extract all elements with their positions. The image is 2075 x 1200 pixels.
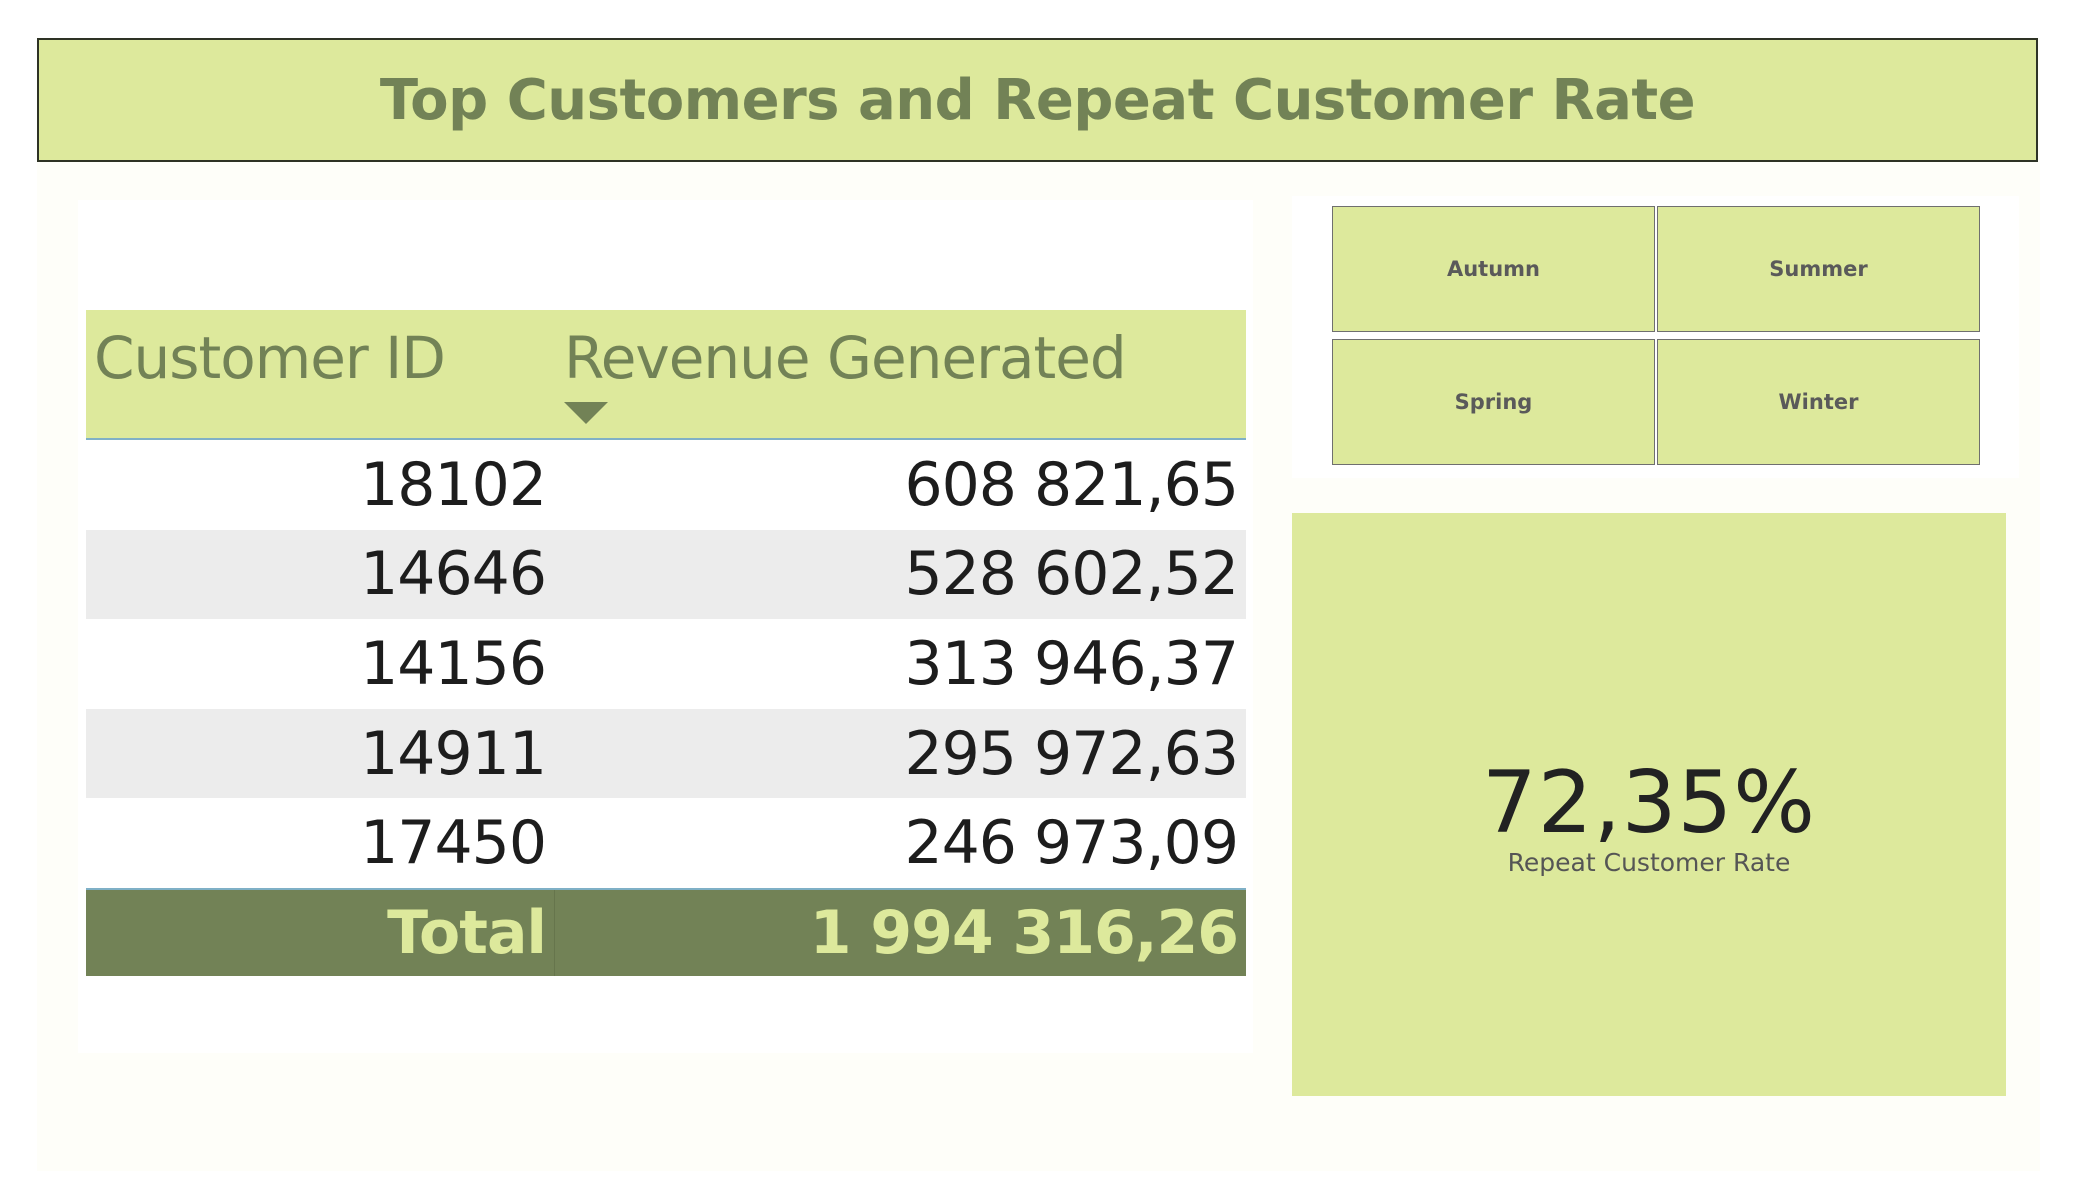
season-slicer: Autumn Summer Spring Winter xyxy=(1292,196,2019,478)
revenue-cell: 528 602,52 xyxy=(904,539,1239,610)
kpi-label: Repeat Customer Rate xyxy=(1507,848,1791,877)
revenue-cell: 608 821,65 xyxy=(904,449,1239,520)
revenue-cell: 313 946,37 xyxy=(904,628,1239,699)
repeat-customer-rate-card: 72,35% Repeat Customer Rate xyxy=(1292,513,2006,1096)
table-row[interactable]: 17450 246 973,09 xyxy=(86,798,1246,888)
slicer-option-winter[interactable]: Winter xyxy=(1657,339,1980,465)
customer-id-cell: 17450 xyxy=(360,808,547,879)
slicer-option-summer[interactable]: Summer xyxy=(1657,206,1980,332)
slicer-option-spring[interactable]: Spring xyxy=(1332,339,1655,465)
column-header-customer-id[interactable]: Customer ID xyxy=(94,324,446,392)
customer-id-cell: 14156 xyxy=(360,628,547,699)
table-row[interactable]: 14646 528 602,52 xyxy=(86,529,1246,620)
revenue-cell: 295 972,63 xyxy=(904,718,1239,789)
customer-id-cell: 14646 xyxy=(360,539,547,610)
sort-descending-icon[interactable] xyxy=(564,402,608,424)
customer-id-cell: 14911 xyxy=(360,718,547,789)
table-total-row: Total 1 994 316,26 xyxy=(86,887,1246,976)
customer-id-cell: 18102 xyxy=(360,449,547,520)
table-row[interactable]: 14911 295 972,63 xyxy=(86,708,1246,799)
table-row[interactable]: 14156 313 946,37 xyxy=(86,619,1246,709)
report-title-bar: Top Customers and Repeat Customer Rate xyxy=(37,38,2038,162)
report-title: Top Customers and Repeat Customer Rate xyxy=(379,67,1696,133)
total-label: Total xyxy=(387,897,547,968)
revenue-cell: 246 973,09 xyxy=(904,808,1239,879)
table-header: Customer ID Revenue Generated xyxy=(86,310,1246,440)
top-customers-table-visual: Customer ID Revenue Generated 18102 608 … xyxy=(78,200,1253,1053)
slicer-option-autumn[interactable]: Autumn xyxy=(1332,206,1655,332)
kpi-value: 72,35% xyxy=(1482,753,1816,853)
total-revenue-value: 1 994 316,26 xyxy=(809,897,1239,968)
table-row[interactable]: 18102 608 821,65 xyxy=(86,440,1246,530)
column-header-revenue-generated[interactable]: Revenue Generated xyxy=(564,324,1127,392)
total-row-divider xyxy=(554,889,555,976)
top-customers-table: Customer ID Revenue Generated 18102 608 … xyxy=(86,310,1246,976)
